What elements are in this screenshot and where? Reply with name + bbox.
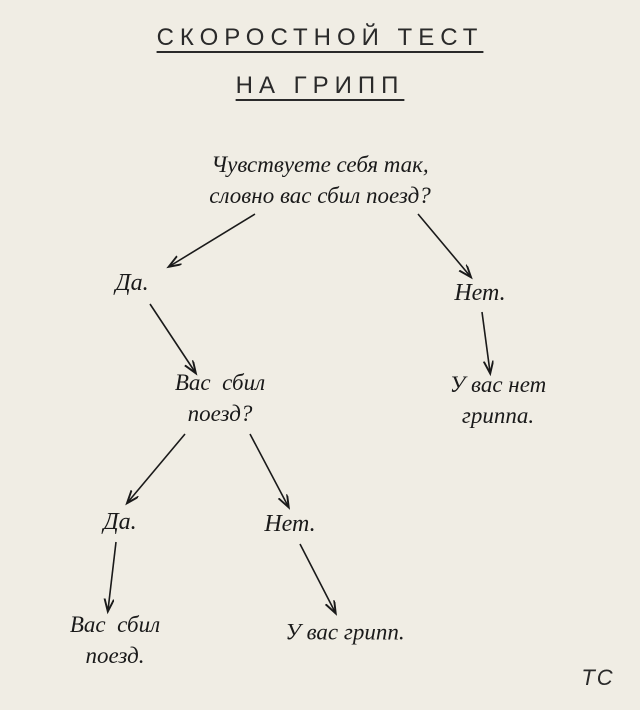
node-yes2: Да. <box>103 506 136 538</box>
signature: TC <box>581 665 614 691</box>
node-q1: Чувствуете себя так, словно вас сбил пое… <box>209 149 430 211</box>
node-yes1: Да. <box>115 267 148 299</box>
flow-edges <box>0 0 640 710</box>
node-no2: Нет. <box>264 508 315 540</box>
title-line-1: СКОРОСТНОЙ ТЕСТ <box>157 24 484 52</box>
node-no1: Нет. <box>454 277 505 309</box>
node-r2: Вас сбил поезд. <box>70 609 160 671</box>
node-r3: У вас грипп. <box>285 616 404 647</box>
node-q2: Вас сбил поезд? <box>175 367 265 429</box>
node-r1: У вас нет гриппа. <box>450 369 546 431</box>
title-line-2: НА ГРИПП <box>236 72 405 100</box>
